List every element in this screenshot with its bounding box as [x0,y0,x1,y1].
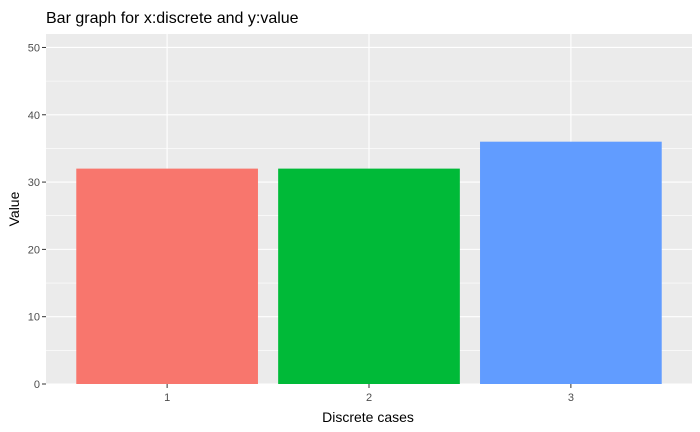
y-tick-label: 30 [28,177,40,189]
y-tick-label: 0 [34,379,40,391]
bars [76,141,662,384]
y-axis-ticks: 0 10 20 30 40 50 [28,42,46,391]
y-tick-label: 50 [28,42,40,54]
y-tick-label: 40 [28,110,40,122]
x-tick-label: 2 [366,392,372,404]
x-tick-label: 1 [164,392,170,404]
y-axis-title: Value [6,191,22,226]
x-tick-label: 3 [568,392,574,404]
x-axis-ticks: 1 2 3 [164,384,574,404]
bar-1 [76,168,258,384]
chart-title: Bar graph for x:discrete and y:value [46,10,299,27]
bar-2 [278,168,460,384]
y-tick-label: 10 [28,312,40,324]
y-tick-label: 20 [28,244,40,256]
bar-3 [480,141,662,384]
x-axis-title: Discrete cases [322,409,414,425]
